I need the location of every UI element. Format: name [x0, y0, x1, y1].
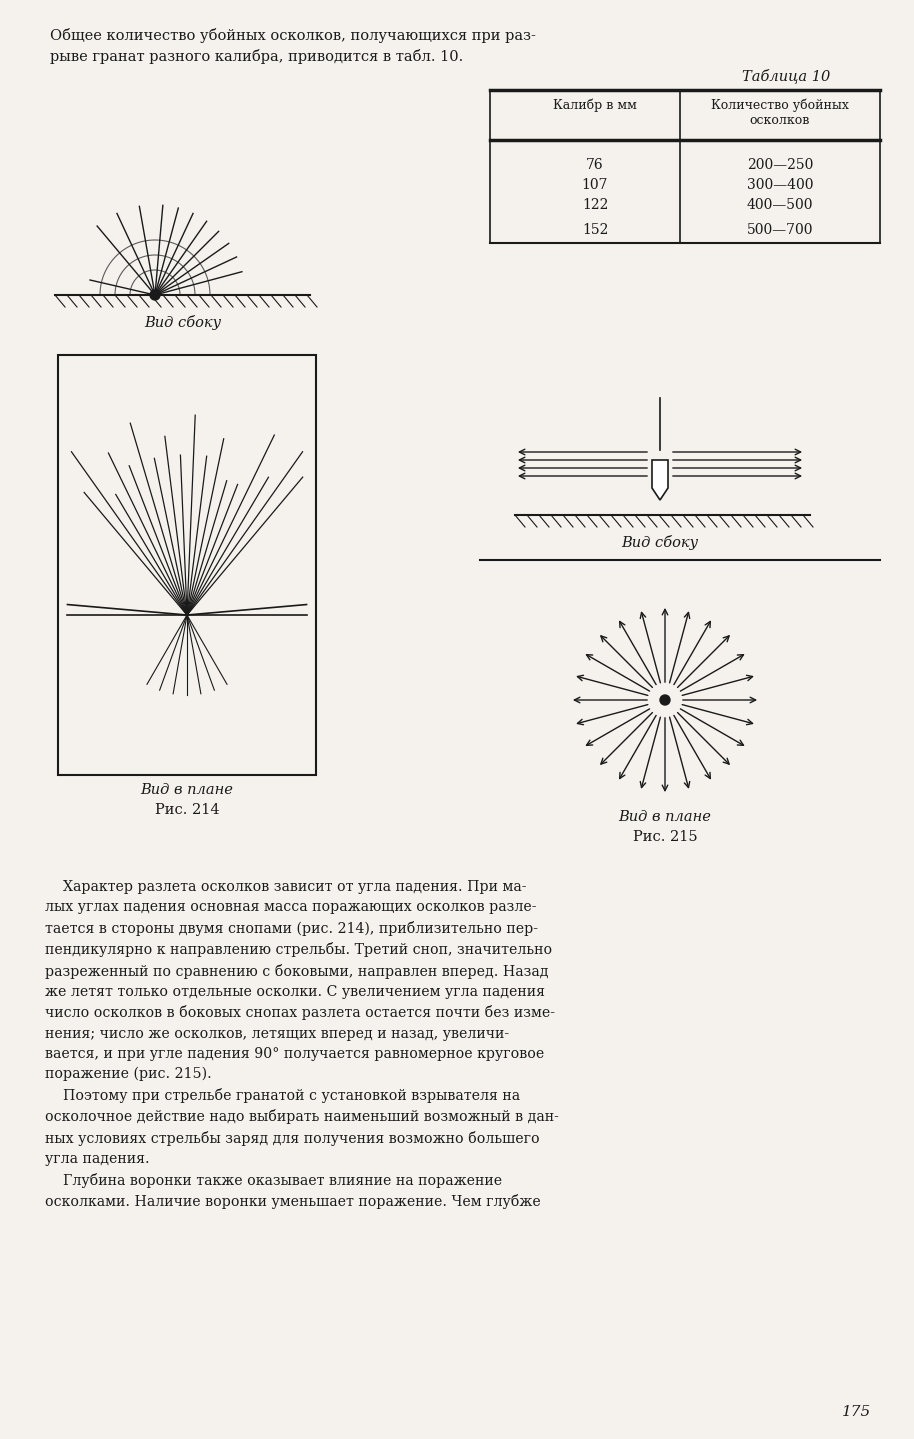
Text: Характер разлета осколков зависит от угла падения. При ма-
лых углах падения осн: Характер разлета осколков зависит от угл…	[45, 881, 558, 1209]
Text: Рис. 215: Рис. 215	[632, 830, 697, 845]
Circle shape	[660, 695, 670, 705]
Text: Вид сбоку: Вид сбоку	[622, 535, 698, 550]
Text: 175: 175	[843, 1404, 872, 1419]
Text: 122: 122	[582, 199, 608, 212]
Text: 76: 76	[586, 158, 604, 173]
Text: 152: 152	[582, 223, 608, 237]
Polygon shape	[652, 460, 668, 499]
Text: Вид в плане: Вид в плане	[141, 783, 233, 797]
Text: 200—250: 200—250	[747, 158, 813, 173]
Text: Вид в плане: Вид в плане	[619, 810, 711, 825]
Text: Калибр в мм: Калибр в мм	[553, 98, 637, 111]
Text: Вид сбоку: Вид сбоку	[144, 315, 221, 330]
Text: Количество убойных
осколков: Количество убойных осколков	[711, 98, 849, 127]
Text: 400—500: 400—500	[747, 199, 813, 212]
Text: 500—700: 500—700	[747, 223, 813, 237]
Text: 107: 107	[581, 178, 608, 191]
Text: Рис. 214: Рис. 214	[154, 803, 219, 817]
Text: 300—400: 300—400	[747, 178, 813, 191]
Text: Общее количество убойных осколков, получающихся при раз-
рыве гранат разного кал: Общее количество убойных осколков, получ…	[50, 27, 536, 63]
Text: Таблица 10: Таблица 10	[742, 68, 830, 83]
Circle shape	[150, 291, 160, 299]
Bar	[58, 355, 316, 776]
